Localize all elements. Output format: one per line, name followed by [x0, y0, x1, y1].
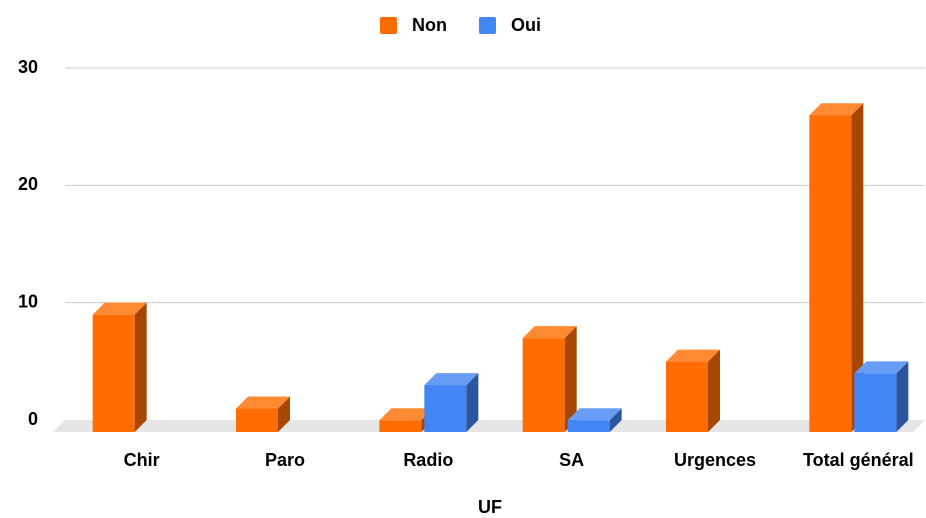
- bar-top: [854, 361, 909, 374]
- bar: [236, 396, 290, 432]
- bar-top: [236, 396, 290, 409]
- bar-top: [666, 349, 720, 362]
- legend-swatch: [380, 17, 397, 34]
- bar-front: [854, 373, 897, 432]
- y-tick-label: 20: [18, 174, 38, 194]
- bar-front: [379, 420, 422, 432]
- x-tick-label: Urgences: [674, 450, 756, 470]
- bar-top: [809, 103, 864, 116]
- bar-side: [278, 396, 290, 432]
- bar-top: [379, 408, 434, 421]
- bar-front: [809, 115, 852, 432]
- bar: [522, 326, 577, 432]
- bar-side: [851, 103, 864, 432]
- bar-side: [466, 373, 479, 432]
- bar-front: [522, 338, 565, 432]
- x-tick-label: Chir: [124, 450, 160, 470]
- bar-top: [567, 408, 622, 421]
- y-tick-label: 0: [28, 409, 38, 429]
- bar-front: [424, 385, 467, 432]
- x-tick-label: SA: [559, 450, 584, 470]
- x-tick-label: Paro: [265, 450, 305, 470]
- legend-label: Oui: [511, 15, 541, 35]
- bar: [854, 361, 909, 432]
- y-tick-label: 30: [18, 57, 38, 77]
- bar: [92, 302, 147, 432]
- bar-side: [134, 302, 147, 432]
- bar: [666, 349, 720, 432]
- bar-side: [896, 361, 909, 432]
- floor: [53, 420, 925, 432]
- bar-top: [424, 373, 479, 386]
- bar-front: [666, 361, 708, 432]
- x-tick-label: Total général: [803, 450, 914, 470]
- x-tick-label: Radio: [403, 450, 453, 470]
- legend-swatch: [479, 17, 496, 34]
- bar-side: [609, 408, 622, 432]
- legend-label: Non: [412, 15, 447, 35]
- bar-front: [92, 314, 135, 432]
- x-axis-title: UF: [478, 497, 502, 517]
- bar-top: [92, 302, 147, 315]
- bar-top: [522, 326, 577, 339]
- bar-side: [708, 349, 720, 432]
- y-tick-label: 10: [18, 291, 38, 311]
- bar-side: [564, 326, 577, 432]
- bar-front: [236, 408, 278, 432]
- bar: [424, 373, 479, 432]
- bar: [809, 103, 864, 432]
- bar-front: [567, 420, 610, 432]
- bar: [567, 408, 622, 432]
